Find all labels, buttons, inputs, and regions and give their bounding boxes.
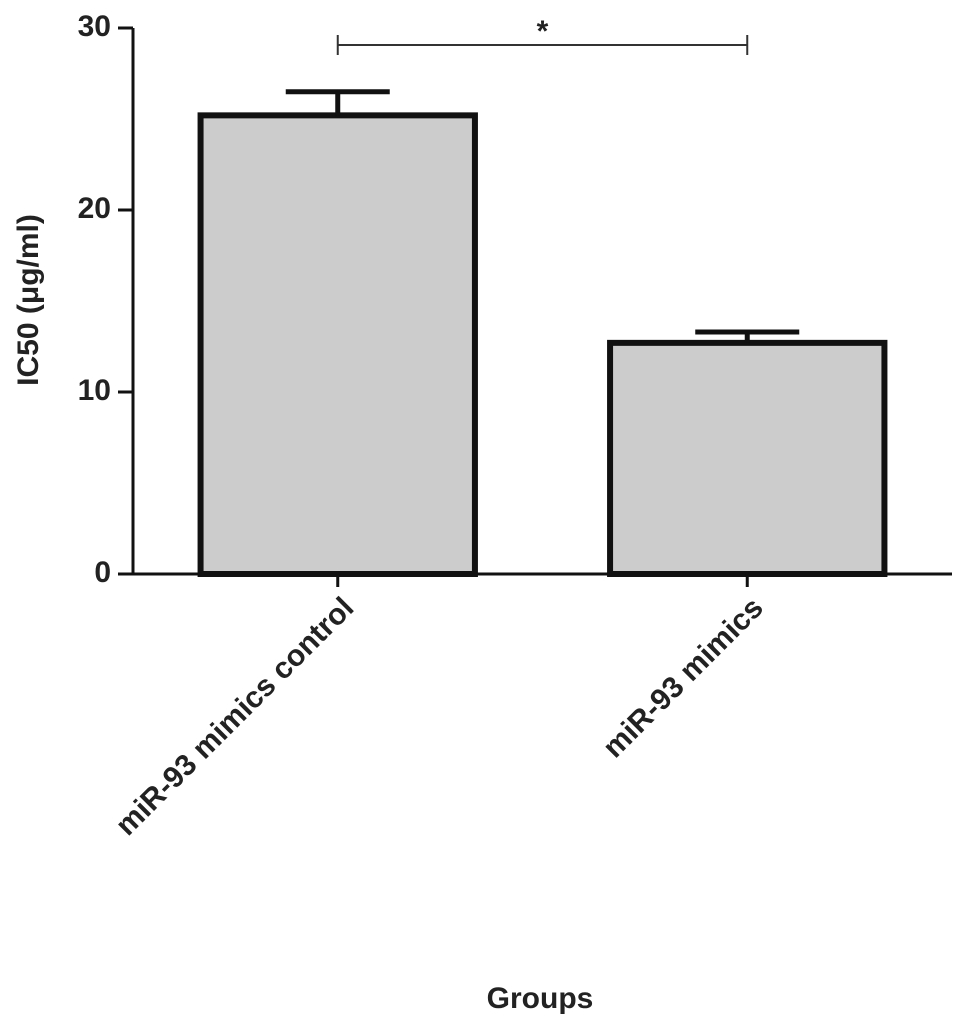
y-tick-label: 30 xyxy=(78,10,111,43)
y-tick-label: 10 xyxy=(78,374,111,407)
y-tick-label: 0 xyxy=(94,556,111,589)
x-tick-label: miR-93 mimics xyxy=(597,591,770,764)
x-axis-title: Groups xyxy=(487,982,594,1015)
bar xyxy=(607,339,888,577)
error-bar xyxy=(285,89,390,116)
y-tick-label: 20 xyxy=(78,192,111,225)
error-bar xyxy=(695,329,800,343)
significance-label: * xyxy=(537,15,549,48)
bar xyxy=(197,112,478,578)
y-axis-title: IC50 (μg/ml) xyxy=(12,214,45,386)
x-tick-label: miR-93 mimics control xyxy=(109,591,360,842)
